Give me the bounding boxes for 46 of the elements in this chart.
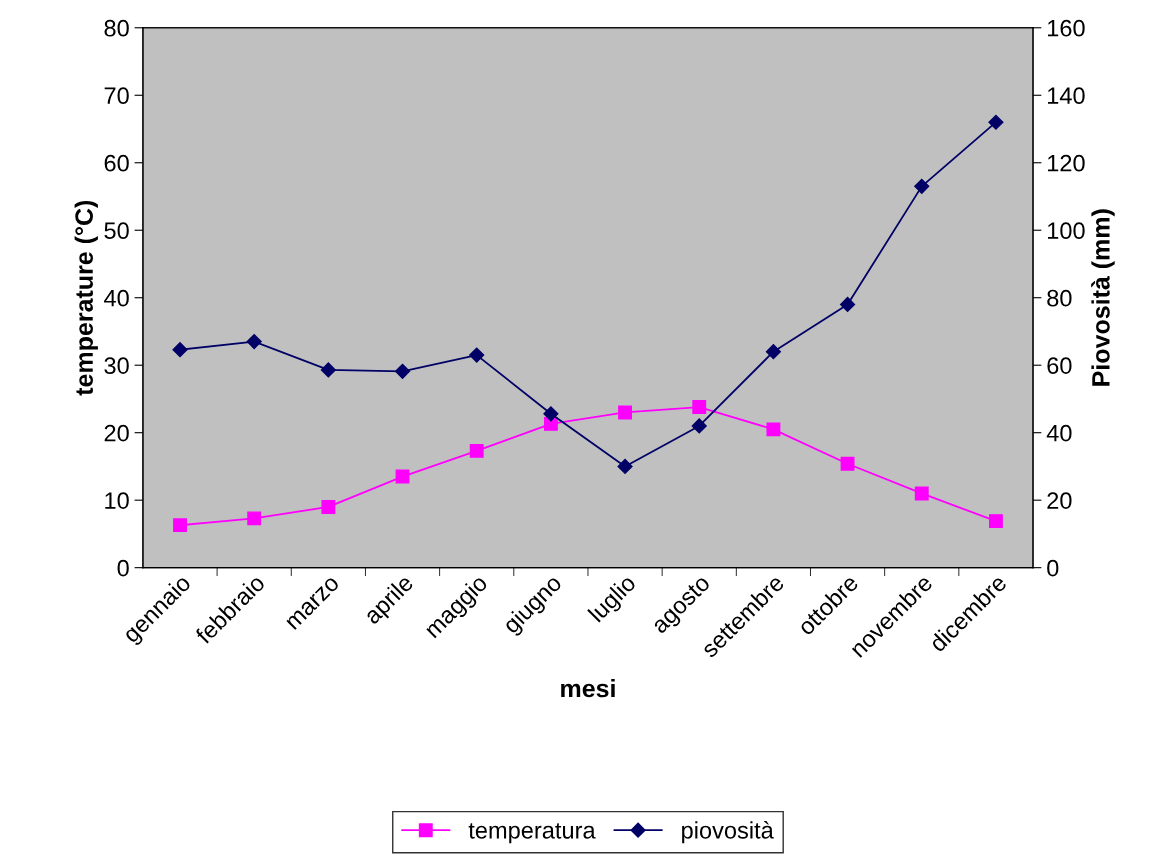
point	[617, 458, 633, 475]
y2-tick-label: 60	[1047, 357, 1072, 374]
y-tick-label: 40	[104, 289, 129, 307]
point	[173, 518, 187, 533]
point	[246, 334, 262, 350]
point	[765, 344, 781, 360]
y2-tick-label: 100	[1048, 222, 1085, 240]
y2-tick-label: 120	[1048, 154, 1085, 172]
point	[914, 178, 930, 194]
y2-tick-label: 140	[1048, 87, 1085, 105]
point	[840, 456, 855, 471]
point	[247, 511, 262, 526]
y2-tick-label: 80	[1047, 289, 1072, 307]
point	[691, 418, 707, 434]
point	[914, 486, 929, 501]
y2-axis-title: Piovosità (mm)	[1091, 209, 1115, 386]
y-axis-title: temperature (°C)	[74, 200, 98, 396]
point	[172, 342, 188, 358]
point	[469, 443, 484, 458]
point	[988, 514, 1003, 529]
point	[543, 406, 559, 422]
point	[840, 296, 856, 313]
y-tick-label: 10	[105, 492, 129, 509]
point	[321, 499, 336, 514]
point	[766, 422, 781, 437]
legend-label: piovosità	[682, 821, 774, 844]
point	[692, 400, 707, 414]
y-tick-label: 60	[104, 154, 129, 172]
y-tick-label: 50	[104, 222, 129, 240]
x-axis-title: mesi	[561, 679, 615, 698]
y2-tick-label: 40	[1046, 424, 1072, 442]
y-tick-label: 0	[117, 559, 129, 577]
point	[394, 363, 411, 379]
point	[320, 362, 336, 378]
y-tick-label: 70	[104, 87, 129, 105]
point	[618, 405, 633, 420]
point	[988, 114, 1004, 130]
legend-label: temperatura	[468, 823, 596, 844]
point	[395, 469, 410, 484]
y2-tick-label: 20	[1047, 492, 1072, 509]
y2-tick-label: 0	[1047, 559, 1059, 577]
y-tick-label: 30	[104, 357, 129, 374]
y2-tick-label: 160	[1048, 19, 1085, 37]
point	[469, 347, 485, 363]
y-tick-label: 80	[104, 19, 129, 37]
y-tick-label: 20	[104, 424, 129, 442]
